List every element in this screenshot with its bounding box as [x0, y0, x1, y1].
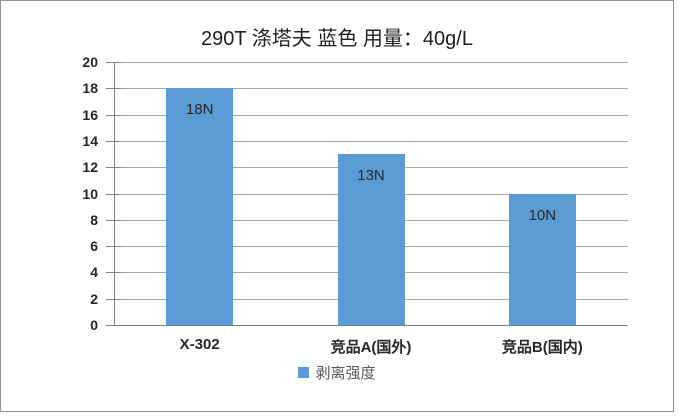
y-tick-label: 18 [82, 80, 98, 96]
chart-title: 290T 涤塔夫 蓝色 用量：40g/L [201, 28, 473, 50]
y-tick-label: 10 [82, 186, 98, 202]
y-axis-tick [106, 299, 121, 300]
y-tick-label: 6 [90, 238, 98, 254]
gridline [114, 62, 628, 63]
bar [166, 88, 234, 325]
y-axis-tick [106, 141, 121, 142]
y-tick-label: 12 [82, 159, 98, 175]
bar-value-label: 10N [528, 207, 557, 224]
x-axis-label: 竞品B(国内) [501, 339, 583, 356]
gridline [114, 88, 628, 89]
legend-label: 剥离强度 [315, 365, 376, 382]
y-tick-label: 14 [82, 133, 98, 149]
legend: 剥离强度 [0, 362, 674, 383]
y-axis-tick [106, 167, 121, 168]
y-axis-tick [106, 88, 121, 89]
x-axis-label: 竞品A(国外) [330, 339, 412, 356]
y-tick-label: 20 [82, 54, 98, 70]
bar [337, 154, 405, 325]
y-tick-label: 2 [90, 291, 98, 307]
y-axis-tick [106, 220, 121, 221]
legend-swatch-icon [298, 367, 310, 378]
gridline [114, 141, 628, 142]
y-tick-label: 8 [90, 212, 98, 228]
y-axis-line [114, 62, 115, 325]
x-axis-label: X-302 [179, 336, 220, 353]
bar-value-label: 13N [357, 167, 385, 184]
y-axis-tick [106, 272, 121, 273]
y-axis-tick [106, 194, 121, 195]
y-axis-tick [106, 62, 121, 63]
gridline [114, 325, 628, 326]
y-tick-label: 0 [90, 317, 98, 333]
gridline [114, 115, 628, 116]
bar-value-label: 18N [185, 101, 214, 118]
bar [508, 194, 576, 325]
y-axis-tick [106, 115, 121, 116]
y-axis-tick [106, 246, 121, 247]
y-tick-label: 16 [82, 107, 98, 123]
y-tick-label: 4 [90, 264, 98, 280]
y-axis-tick [106, 325, 121, 326]
